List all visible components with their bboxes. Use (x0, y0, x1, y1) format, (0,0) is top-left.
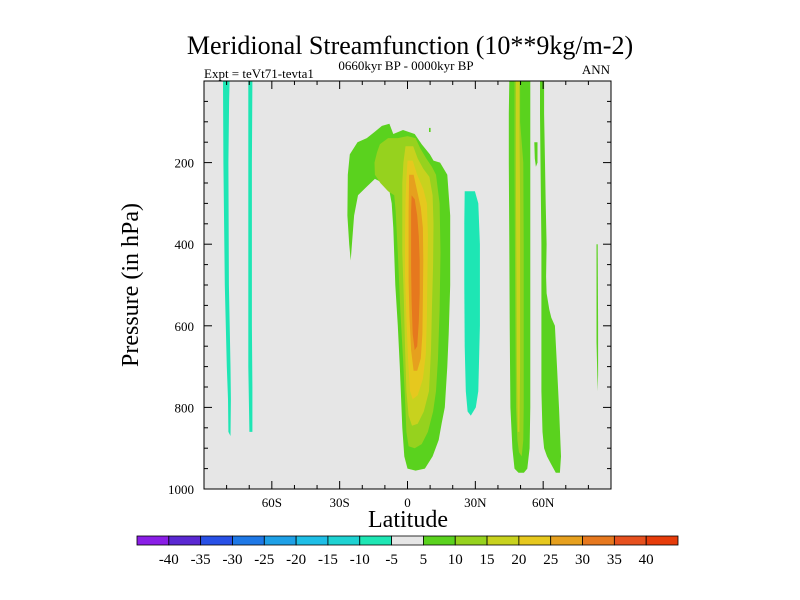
colorbar-swatch-14 (582, 535, 615, 546)
colorbar-label: -20 (286, 552, 306, 568)
y-axis-label: Pressure (in hPa) (118, 203, 144, 367)
colorbar-swatch-8 (391, 535, 424, 546)
x-tick-label: 30N (464, 495, 487, 510)
y-tick-label: 600 (175, 319, 195, 334)
contour-regions (223, 81, 599, 473)
contour-region-11 (516, 81, 521, 432)
season-subtitle: ANN (582, 62, 611, 77)
contour-region-15 (429, 127, 431, 132)
colorbar-swatch-4 (263, 535, 297, 546)
colorbar-label: -15 (318, 552, 338, 568)
colorbar-label: 5 (420, 552, 428, 568)
colorbar: -40 -35 -30 -25 -20 -15 -10 -5 5 10 15 20 25 30 35 40 (136, 535, 679, 568)
period-subtitle: 0660kyr BP - 0000kyr BP (338, 58, 473, 73)
colorbar-label: -25 (254, 552, 274, 568)
colorbar-swatch-10 (454, 535, 488, 546)
colorbar-label: -35 (191, 552, 211, 568)
colorbar-label: 15 (480, 552, 495, 568)
colorbar-label: -5 (385, 552, 398, 568)
colorbar-label: -30 (222, 552, 242, 568)
colorbar-swatch-16 (645, 535, 679, 546)
experiment-subtitle: Expt = teVt71-tevta1 (204, 66, 314, 81)
colorbar-swatch-2 (200, 535, 233, 546)
colorbar-swatch-3 (232, 535, 265, 546)
colorbar-swatch-13 (550, 535, 583, 546)
contour-region-2 (464, 191, 480, 416)
contour-region-8 (411, 195, 420, 351)
colorbar-swatch-1 (168, 535, 202, 546)
colorbar-label: 30 (575, 552, 590, 568)
colorbar-swatch-7 (359, 535, 392, 546)
x-tick-label: 30S (330, 495, 350, 510)
y-tick-label: 800 (175, 400, 195, 415)
colorbar-swatch-11 (486, 535, 520, 546)
y-tick-label: 1000 (168, 482, 194, 497)
colorbar-swatch-9 (423, 535, 456, 546)
axis-ticks: 60S 30S 0 30N 60N 200 400 600 800 1000 (168, 81, 611, 510)
contour-region-13 (534, 142, 538, 167)
colorbar-label: 35 (607, 552, 622, 568)
x-tick-label: 0 (404, 495, 411, 510)
colorbar-label: 25 (543, 552, 558, 568)
colorbar-swatch-0 (136, 535, 170, 546)
contour-region-14 (596, 244, 599, 392)
contour-region-12 (540, 81, 561, 473)
colorbar-label: -40 (159, 552, 179, 568)
x-axis-label: Latitude (368, 507, 448, 533)
colorbar-label: 20 (511, 552, 526, 568)
colorbar-swatch-15 (613, 535, 647, 546)
x-tick-label: 60S (262, 495, 282, 510)
y-tick-label: 400 (175, 237, 195, 252)
chart-title: Meridional Streamfunction (10**9kg/m-2) (187, 31, 633, 60)
y-tick-label: 200 (175, 156, 195, 171)
x-tick-label: 60N (532, 495, 555, 510)
colorbar-swatch-12 (518, 535, 552, 546)
contour-region-1 (248, 81, 253, 432)
colorbar-label: 10 (448, 552, 463, 568)
colorbar-label: 40 (639, 552, 654, 568)
colorbar-label: -10 (350, 552, 370, 568)
colorbar-swatch-5 (295, 535, 329, 546)
contour-region-0 (223, 81, 231, 436)
colorbar-swatch-6 (327, 535, 361, 546)
